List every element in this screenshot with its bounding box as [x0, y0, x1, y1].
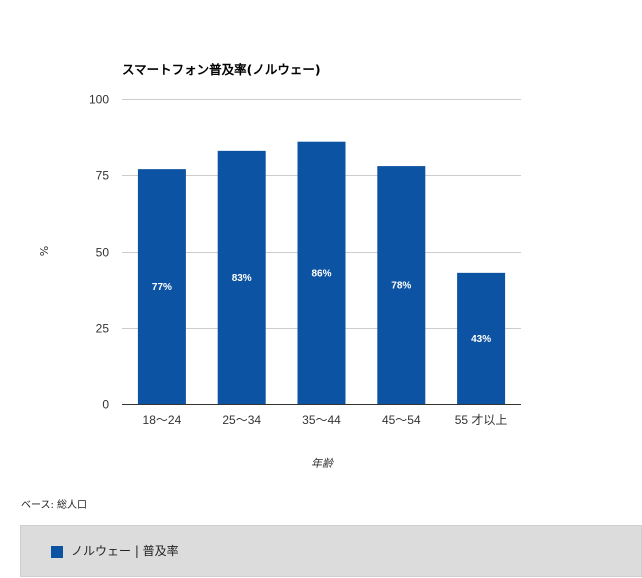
data-label: 43%	[471, 334, 491, 345]
bar	[377, 166, 426, 404]
x-tick-label: 35～44	[302, 413, 341, 427]
base-note: ベース: 総人口	[21, 500, 88, 511]
data-labels: 77% 83% 86% 78% 43%	[152, 268, 491, 345]
bar	[457, 272, 506, 404]
y-axis-tick-labels: 0 25 50 75 100	[89, 93, 109, 412]
legend-swatch	[51, 546, 63, 558]
data-label: 86%	[311, 268, 331, 279]
chart-title: スマートフォン普及率(ノルウェー)	[122, 62, 321, 77]
y-tick-label: 75	[96, 169, 110, 183]
data-label: 83%	[232, 273, 252, 284]
y-tick-label: 25	[96, 322, 110, 336]
x-tick-label: 18～24	[143, 413, 182, 427]
y-tick-label: 50	[96, 246, 110, 260]
y-tick-label: 0	[102, 398, 109, 412]
legend-label: ノルウェー | 普及率	[71, 544, 179, 558]
x-axis-title: 年齢	[311, 457, 334, 470]
bar	[217, 150, 266, 404]
bar	[297, 141, 346, 404]
x-tick-label: 45～54	[382, 413, 421, 427]
x-tick-label: 25～34	[222, 413, 261, 427]
chart: スマートフォン普及率(ノルウェー) 0 25 50 75 100 77% 83% 86% 78…	[38, 62, 521, 470]
x-axis-tick-labels: 18～24 25～34 35～44 45～54 55 才以上	[143, 413, 508, 427]
bar	[137, 169, 186, 404]
data-label: 77%	[152, 282, 172, 293]
legend: ノルウェー | 普及率	[20, 525, 642, 577]
bars	[137, 141, 506, 404]
data-label: 78%	[391, 281, 411, 292]
y-tick-label: 100	[89, 93, 109, 107]
y-axis-title: %	[38, 246, 51, 256]
x-tick-label: 55 才以上	[455, 413, 508, 427]
